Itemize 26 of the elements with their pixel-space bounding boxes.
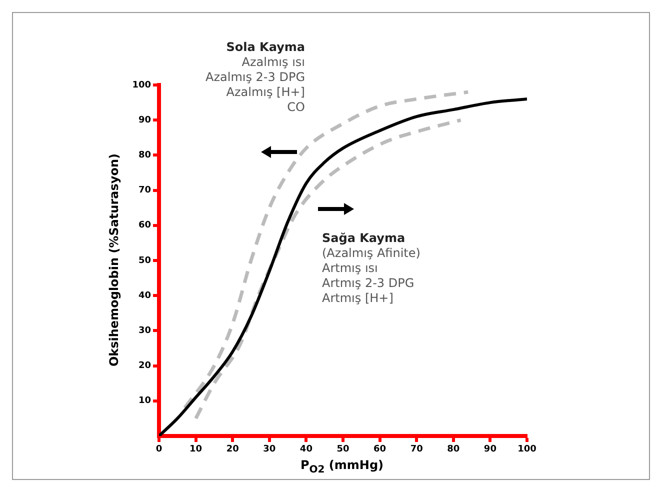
x-tick-label: 10	[190, 444, 202, 455]
x-tick-label: 30	[263, 444, 276, 455]
x-tick-label: 20	[226, 444, 239, 455]
y-tick-label: 10	[138, 396, 151, 406]
y-tick-label: 100	[132, 80, 151, 90]
line-series	[194, 118, 463, 420]
y-tick-label: 40	[138, 290, 151, 301]
x-tick-label: 0	[156, 444, 162, 455]
x-tick-label: 60	[374, 444, 386, 455]
y-tick-label: 30	[138, 326, 151, 336]
y-axis-title: Oksihemoglobin (%Saturasyon)	[107, 153, 121, 367]
y-tick-label: 90	[138, 115, 151, 126]
x-tick-label: 100	[518, 444, 536, 455]
y-tick-label: 80	[138, 150, 151, 161]
x-tick-label: 80	[447, 444, 460, 455]
y-tick-label: 70	[138, 186, 151, 196]
y-tick-label: 60	[138, 220, 151, 231]
x-tick-label: 50	[336, 444, 350, 455]
y-tick-label: 50	[138, 256, 151, 266]
x-tick-label: 90	[484, 444, 496, 455]
annotation: Sola Kayma Azalmış ısı Azalmış 2-3 DPG Azalmış [H+] CO	[206, 40, 305, 115]
annotation: Sağa Kayma (Azalmış Afinite) Artmış ısı Artmış 2-3 DPG Artmış [H+]	[322, 231, 420, 306]
x-axis-title: P$_{O2}$ (mmHg)	[299, 458, 385, 476]
y-tick-label: 20	[138, 361, 151, 372]
x-tick-label: 70	[410, 444, 423, 455]
x-tick-label: 40	[300, 444, 312, 455]
